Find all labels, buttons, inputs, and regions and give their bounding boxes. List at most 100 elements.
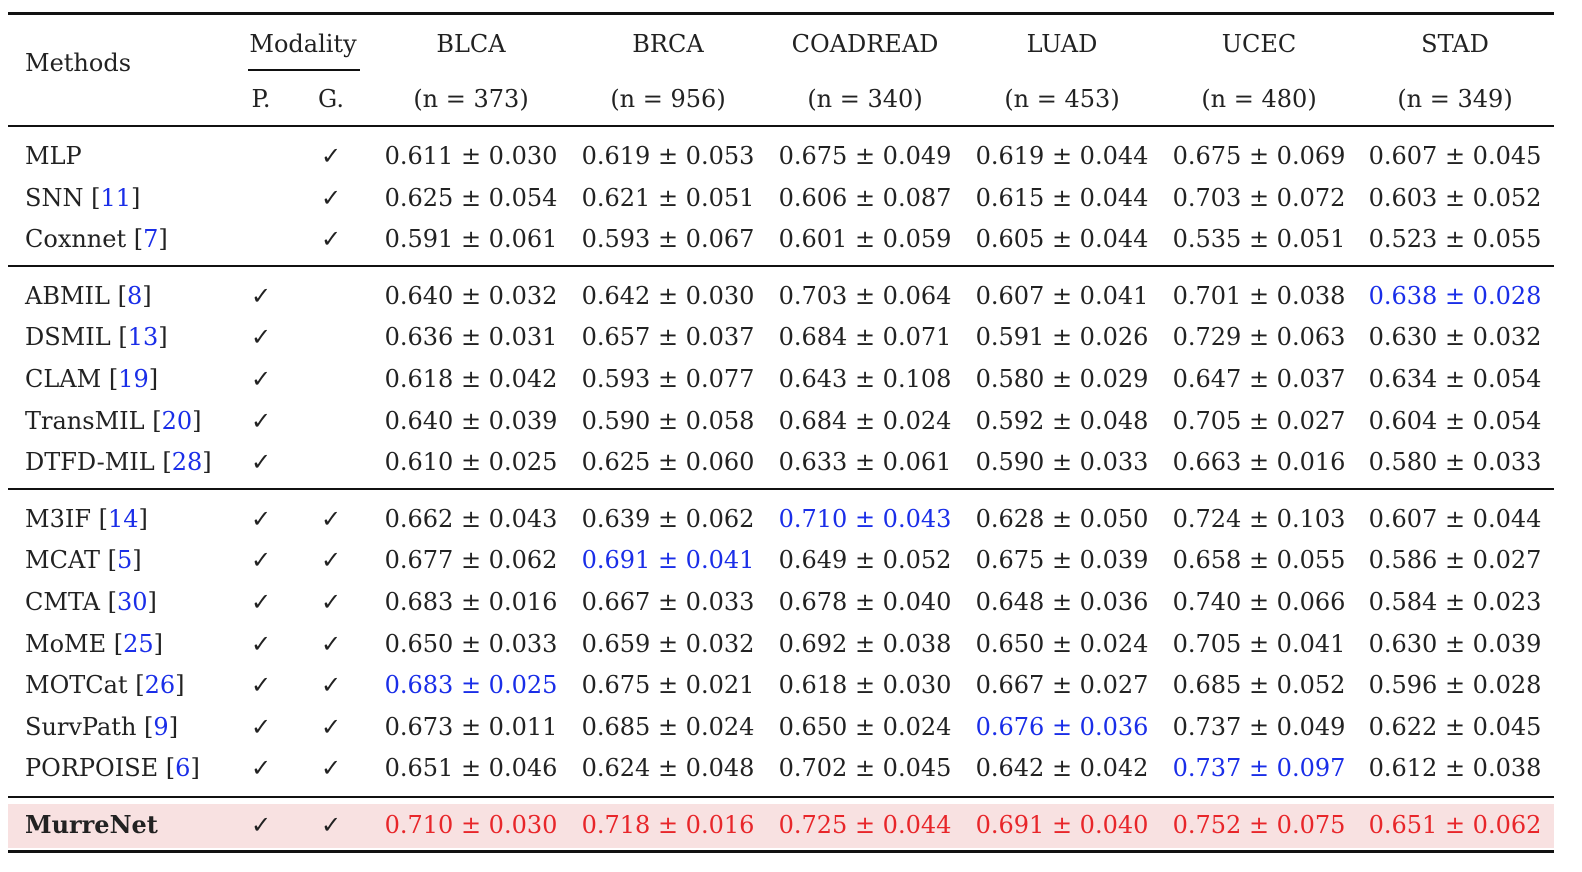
checkmark-pathology: ✓ <box>250 323 272 351</box>
method-name: SNN [11] <box>25 184 141 212</box>
metric-value: 0.685 ± 0.052 <box>1172 671 1346 699</box>
citation-link[interactable]: 25 <box>123 630 154 658</box>
method-name: MCAT [5] <box>25 546 142 574</box>
method-name: Coxnnet [7] <box>25 225 168 253</box>
metric-value: 0.591 ± 0.026 <box>975 323 1149 351</box>
method-label: MCAT <box>25 546 100 574</box>
metric-value: 0.593 ± 0.077 <box>581 365 755 393</box>
metric-value: 0.523 ± 0.055 <box>1368 225 1542 253</box>
group-rule-3 <box>8 796 1554 798</box>
metric-value: 0.675 ± 0.021 <box>581 671 755 699</box>
citation-link[interactable]: 6 <box>175 754 191 782</box>
method-label: SurvPath <box>25 713 137 741</box>
checkmark-pathology: ✓ <box>250 588 272 616</box>
metric-value: 0.677 ± 0.062 <box>384 546 558 574</box>
metric-value: 0.618 ± 0.030 <box>778 671 952 699</box>
checkmark-pathology: ✓ <box>250 671 272 699</box>
citation-link[interactable]: 5 <box>116 546 133 574</box>
metric-value: 0.580 ± 0.033 <box>1368 448 1542 476</box>
metric-value: 0.625 ± 0.054 <box>384 184 558 212</box>
citation-link[interactable]: 20 <box>161 407 193 435</box>
metric-value: 0.625 ± 0.060 <box>581 448 755 476</box>
method-label: DSMIL <box>25 323 111 351</box>
citation-link[interactable]: 11 <box>100 184 131 212</box>
metric-value: 0.685 ± 0.024 <box>581 713 755 741</box>
method-label: CLAM <box>25 365 102 393</box>
metric-value: 0.630 ± 0.039 <box>1368 630 1542 658</box>
checkmark-pathology: ✓ <box>250 754 272 782</box>
checkmark-genomics: ✓ <box>320 671 342 699</box>
metric-value: 0.667 ± 0.033 <box>581 588 755 616</box>
method-name: DSMIL [13] <box>25 323 168 351</box>
method-label: MOTCat <box>25 671 128 699</box>
checkmark-pathology: ✓ <box>250 505 272 533</box>
metric-value: 0.684 ± 0.071 <box>778 323 952 351</box>
metric-value: 0.601 ± 0.059 <box>778 225 952 253</box>
metric-value: 0.593 ± 0.067 <box>581 225 755 253</box>
citation-link[interactable]: 28 <box>171 448 203 476</box>
metric-value: 0.618 ± 0.042 <box>384 365 558 393</box>
metric-value: 0.622 ± 0.045 <box>1368 713 1542 741</box>
citation-link[interactable]: 26 <box>144 671 176 699</box>
dataset-name: UCEC <box>1221 30 1297 58</box>
metric-value: 0.737 ± 0.097 <box>1172 754 1346 782</box>
method-label: MLP <box>25 142 82 170</box>
checkmark-pathology: ✓ <box>250 448 272 476</box>
method-name: MOTCat [26] <box>25 671 185 699</box>
header-genomics: G. <box>318 85 344 113</box>
method-label: Coxnnet <box>25 225 127 253</box>
method-name: M3IF [14] <box>25 505 148 533</box>
citation-link[interactable]: 14 <box>107 505 139 533</box>
metric-value: 0.586 ± 0.027 <box>1368 546 1542 574</box>
citation-link[interactable]: 19 <box>118 365 149 393</box>
dataset-count: (n = 453) <box>1004 85 1120 113</box>
metric-value: 0.648 ± 0.036 <box>975 588 1149 616</box>
header-methods: Methods <box>25 49 132 77</box>
citation-link[interactable]: 8 <box>126 282 143 310</box>
metric-value: 0.615 ± 0.044 <box>975 184 1149 212</box>
metric-value: 0.657 ± 0.037 <box>581 323 755 351</box>
method-name: CMTA [30] <box>25 588 157 616</box>
dataset-count: (n = 480) <box>1201 85 1317 113</box>
dataset-name: BLCA <box>436 30 506 58</box>
dataset-count: (n = 373) <box>413 85 529 113</box>
citation-link[interactable]: 13 <box>127 323 159 351</box>
metric-value: 0.740 ± 0.066 <box>1172 588 1346 616</box>
metric-value: 0.675 ± 0.039 <box>975 546 1149 574</box>
metric-value: 0.630 ± 0.032 <box>1368 323 1542 351</box>
metric-value: 0.640 ± 0.032 <box>384 282 558 310</box>
ours-row-highlight <box>8 804 1554 848</box>
metric-value: 0.605 ± 0.044 <box>975 225 1149 253</box>
metric-value: 0.659 ± 0.032 <box>581 630 755 658</box>
method-name: TransMIL [20] <box>25 407 202 435</box>
checkmark-genomics: ✓ <box>320 713 342 741</box>
metric-value: 0.628 ± 0.050 <box>975 505 1149 533</box>
dataset-count: (n = 340) <box>807 85 923 113</box>
metric-value: 0.683 ± 0.016 <box>384 588 558 616</box>
method-label: CMTA <box>25 588 100 616</box>
checkmark-pathology: ✓ <box>250 630 272 658</box>
method-label: DTFD-MIL <box>25 448 155 476</box>
checkmark-pathology: ✓ <box>250 713 272 741</box>
metric-value: 0.596 ± 0.028 <box>1368 671 1542 699</box>
metric-value: 0.729 ± 0.063 <box>1172 323 1346 351</box>
metric-value: 0.642 ± 0.030 <box>581 282 755 310</box>
metric-value: 0.701 ± 0.038 <box>1172 282 1346 310</box>
metric-value: 0.580 ± 0.029 <box>975 365 1149 393</box>
metric-value: 0.710 ± 0.043 <box>778 505 952 533</box>
metric-value: 0.584 ± 0.023 <box>1368 588 1542 616</box>
metric-value-best: 0.752 ± 0.075 <box>1172 811 1346 839</box>
citation-link[interactable]: 9 <box>153 713 169 741</box>
metric-value: 0.667 ± 0.027 <box>975 671 1149 699</box>
method-label: MoME <box>25 630 107 658</box>
metric-value: 0.724 ± 0.103 <box>1172 505 1346 533</box>
metric-value: 0.702 ± 0.045 <box>778 754 952 782</box>
metric-value: 0.610 ± 0.025 <box>384 448 558 476</box>
metric-value: 0.642 ± 0.042 <box>975 754 1149 782</box>
citation-link[interactable]: 7 <box>143 225 159 253</box>
citation-link[interactable]: 30 <box>116 588 148 616</box>
method-label: ABMIL <box>25 282 110 310</box>
metric-value: 0.633 ± 0.061 <box>778 448 952 476</box>
metric-value: 0.636 ± 0.031 <box>384 323 558 351</box>
method-name-ours: MurreNet <box>25 810 158 839</box>
